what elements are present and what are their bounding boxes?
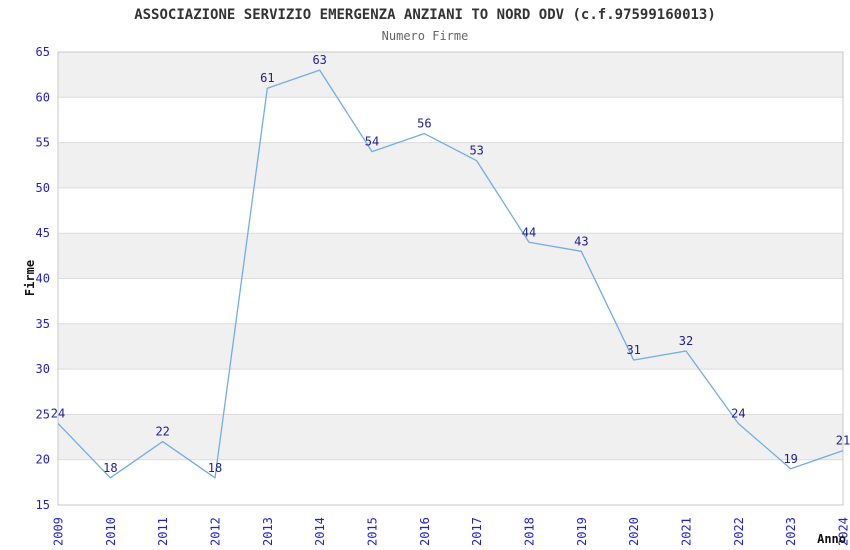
data-point-label: 18 [208, 461, 222, 475]
x-tick-label: 2016 [418, 517, 432, 546]
data-point-label: 24 [731, 406, 745, 420]
x-tick-label: 2010 [104, 517, 118, 546]
plot-border [57, 51, 844, 506]
alternating-band [58, 52, 843, 98]
data-point-label: 24 [51, 406, 65, 420]
x-tick-label: 2021 [680, 517, 694, 546]
x-tick-label: 2011 [156, 517, 170, 546]
alternating-band [58, 142, 843, 188]
y-tick-label: 35 [36, 317, 50, 331]
y-tick-label: 50 [36, 181, 50, 195]
chart-title: ASSOCIAZIONE SERVIZIO EMERGENZA ANZIANI … [134, 7, 716, 23]
data-point-label: 21 [836, 434, 850, 448]
data-point-label: 19 [783, 452, 797, 466]
data-point-label: 54 [365, 135, 379, 149]
x-tick-label: 2017 [470, 517, 484, 546]
y-tick-label: 65 [36, 45, 50, 59]
x-tick-label: 2024 [837, 517, 850, 546]
y-tick-label: 20 [36, 453, 50, 467]
y-tick-label: 15 [36, 498, 50, 512]
data-point-label: 61 [260, 71, 274, 85]
data-point-label: 56 [417, 117, 431, 131]
x-tick-label: 2022 [732, 517, 746, 546]
y-tick-label: 55 [36, 136, 50, 150]
y-tick-label: 40 [36, 272, 50, 286]
data-point-label: 53 [469, 144, 483, 158]
x-tick-label: 2014 [313, 517, 327, 546]
x-tick-label: 2012 [209, 517, 223, 546]
data-point-label: 22 [155, 425, 169, 439]
x-tick-label: 2020 [627, 517, 641, 546]
data-point-label: 43 [574, 234, 588, 248]
x-tick-label: 2023 [784, 517, 798, 546]
signatures-line [57, 69, 844, 479]
alternating-band [58, 414, 843, 460]
y-tick-label: 60 [36, 90, 50, 104]
data-point-label: 32 [679, 334, 693, 348]
x-tick-label: 2015 [366, 517, 380, 546]
data-point-label: 63 [312, 53, 326, 67]
alternating-band [58, 233, 843, 279]
y-tick-label: 25 [36, 407, 50, 421]
data-point-label: 31 [626, 343, 640, 357]
x-tick-label: 2013 [261, 517, 275, 546]
x-tick-label: 2018 [523, 517, 537, 546]
data-point-label: 18 [103, 461, 117, 475]
chart-subtitle: Numero Firme [381, 29, 469, 43]
y-tick-label: 45 [36, 226, 50, 240]
data-point-label: 44 [522, 225, 536, 239]
y-tick-label: 30 [36, 362, 50, 376]
alternating-band [58, 323, 843, 370]
x-tick-label: 2019 [575, 517, 589, 546]
x-axis-title: Anno [817, 532, 846, 546]
x-tick-label: 2009 [52, 517, 66, 546]
